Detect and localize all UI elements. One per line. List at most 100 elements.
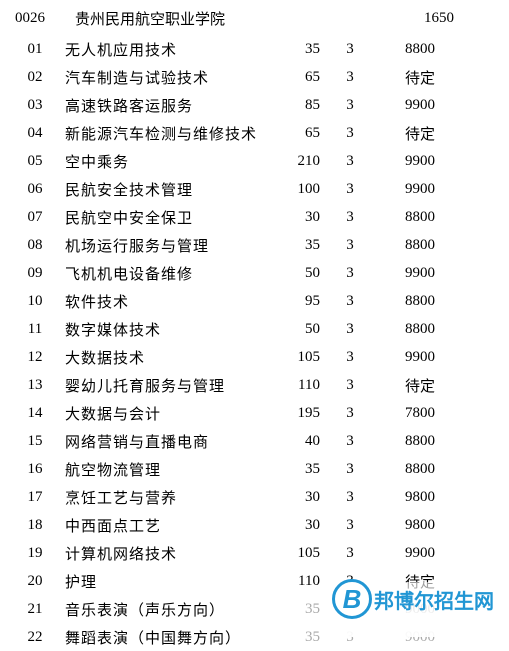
row-value-2: 3 (330, 377, 370, 394)
row-value-2: 3 (330, 545, 370, 562)
row-value-2: 3 (330, 125, 370, 142)
row-index: 08 (15, 237, 55, 254)
row-value-1: 50 (270, 265, 330, 282)
row-name: 网络营销与直播电商 (55, 431, 270, 452)
row-name: 航空物流管理 (55, 459, 270, 480)
row-index: 18 (15, 517, 55, 534)
row-value-3: 9800 (370, 489, 440, 506)
table-row: 01无人机应用技术3538800 (0, 35, 509, 63)
row-name: 汽车制造与试验技术 (55, 67, 270, 88)
table-row: 18中西面点工艺3039800 (0, 511, 509, 539)
row-value-3: 8800 (370, 209, 440, 226)
table-row: 04新能源汽车检测与维修技术653待定 (0, 119, 509, 147)
row-value-2: 3 (330, 461, 370, 478)
row-value-1: 35 (270, 461, 330, 478)
table-row: 12大数据技术10539900 (0, 343, 509, 371)
watermark-logo-letter: B (343, 584, 362, 615)
row-index: 06 (15, 181, 55, 198)
table-row: 06民航安全技术管理10039900 (0, 175, 509, 203)
row-value-1: 35 (270, 601, 330, 618)
row-index: 03 (15, 97, 55, 114)
row-index: 16 (15, 461, 55, 478)
row-value-3: 9800 (370, 517, 440, 534)
table-row: 07民航空中安全保卫3038800 (0, 203, 509, 231)
row-value-3: 待定 (370, 67, 440, 88)
row-value-3: 9900 (370, 181, 440, 198)
row-value-3: 9900 (370, 349, 440, 366)
row-name: 民航空中安全保卫 (55, 207, 270, 228)
header-row: 0026 贵州民用航空职业学院 1650 (0, 0, 509, 35)
row-name: 民航安全技术管理 (55, 179, 270, 200)
row-value-1: 100 (270, 181, 330, 198)
row-index: 20 (15, 573, 55, 590)
row-value-3: 待定 (370, 375, 440, 396)
row-value-1: 30 (270, 209, 330, 226)
row-value-1: 85 (270, 97, 330, 114)
table-row: 17烹饪工艺与营养3039800 (0, 483, 509, 511)
row-index: 22 (15, 629, 55, 646)
row-name: 新能源汽车检测与维修技术 (55, 123, 270, 144)
row-index: 19 (15, 545, 55, 562)
row-index: 07 (15, 209, 55, 226)
row-name: 数字媒体技术 (55, 319, 270, 340)
row-value-3: 待定 (370, 123, 440, 144)
table-row: 14大数据与会计19537800 (0, 399, 509, 427)
row-value-3: 9900 (370, 545, 440, 562)
row-value-1: 65 (270, 125, 330, 142)
row-value-2: 3 (330, 69, 370, 86)
row-index: 04 (15, 125, 55, 142)
table-row: 09飞机机电设备维修5039900 (0, 259, 509, 287)
row-value-3: 7800 (370, 405, 440, 422)
row-value-1: 65 (270, 69, 330, 86)
row-value-1: 30 (270, 489, 330, 506)
row-value-1: 105 (270, 545, 330, 562)
watermark: B 邦博尔招生网 (332, 579, 494, 619)
row-index: 12 (15, 349, 55, 366)
row-index: 05 (15, 153, 55, 170)
row-name: 烹饪工艺与营养 (55, 487, 270, 508)
row-value-3: 9900 (370, 97, 440, 114)
row-value-3: 9900 (370, 265, 440, 282)
row-name: 软件技术 (55, 291, 270, 312)
row-value-1: 35 (270, 237, 330, 254)
row-value-3: 8800 (370, 433, 440, 450)
row-value-2: 3 (330, 153, 370, 170)
row-index: 11 (15, 321, 55, 338)
row-value-1: 35 (270, 629, 330, 646)
row-name: 婴幼儿托育服务与管理 (55, 375, 270, 396)
row-value-1: 30 (270, 517, 330, 534)
table-row: 19计算机网络技术10539900 (0, 539, 509, 567)
header-code: 0026 (15, 10, 70, 27)
table-row: 13婴幼儿托育服务与管理1103待定 (0, 371, 509, 399)
table-row: 16航空物流管理3538800 (0, 455, 509, 483)
row-name: 护理 (55, 571, 270, 592)
row-name: 机场运行服务与管理 (55, 235, 270, 256)
header-title: 贵州民用航空职业学院 (70, 8, 414, 29)
row-index: 17 (15, 489, 55, 506)
row-name: 计算机网络技术 (55, 543, 270, 564)
row-value-2: 3 (330, 433, 370, 450)
row-index: 13 (15, 377, 55, 394)
row-value-2: 3 (330, 181, 370, 198)
row-value-2: 3 (330, 349, 370, 366)
row-name: 音乐表演（声乐方向） (55, 599, 270, 620)
row-value-3: 8800 (370, 461, 440, 478)
table-row: 02汽车制造与试验技术653待定 (0, 63, 509, 91)
row-name: 高速铁路客运服务 (55, 95, 270, 116)
row-value-1: 195 (270, 405, 330, 422)
table-row: 08机场运行服务与管理3538800 (0, 231, 509, 259)
row-value-3: 8800 (370, 321, 440, 338)
row-value-1: 210 (270, 153, 330, 170)
row-index: 01 (15, 41, 55, 58)
row-name: 空中乘务 (55, 151, 270, 172)
row-value-2: 3 (330, 97, 370, 114)
row-value-2: 3 (330, 293, 370, 310)
table-row: 11数字媒体技术5038800 (0, 315, 509, 343)
row-value-2: 3 (330, 209, 370, 226)
row-value-1: 110 (270, 573, 330, 590)
row-value-1: 35 (270, 41, 330, 58)
table-row: 03高速铁路客运服务8539900 (0, 91, 509, 119)
row-value-3: 9900 (370, 153, 440, 170)
row-value-1: 110 (270, 377, 330, 394)
row-value-3: 8800 (370, 237, 440, 254)
